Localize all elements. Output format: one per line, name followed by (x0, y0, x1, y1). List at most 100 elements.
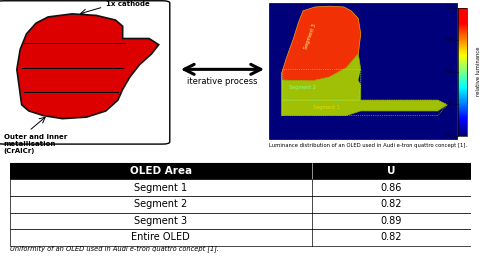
Bar (457, 80, 466, 81)
Bar (457, 45, 466, 46)
Bar (457, 108, 466, 109)
Bar (457, 94, 466, 95)
Bar (457, 62, 466, 63)
Bar (457, 20, 466, 21)
Bar (457, 36, 466, 38)
Text: U: U (386, 166, 395, 176)
Bar (457, 37, 466, 39)
Text: Segment 1: Segment 1 (312, 105, 339, 110)
Bar (457, 129, 466, 130)
Bar (457, 76, 466, 77)
Text: Segment 1: Segment 1 (134, 183, 187, 193)
Bar (457, 52, 466, 54)
Polygon shape (17, 14, 158, 119)
Bar (457, 134, 466, 136)
Text: iterative process: iterative process (187, 77, 257, 86)
Bar (10, 213, 470, 229)
Bar (457, 32, 466, 33)
Bar (457, 64, 466, 65)
Bar (457, 102, 466, 104)
Bar (457, 130, 466, 131)
Bar (457, 74, 466, 75)
Bar (457, 100, 466, 102)
Bar (457, 107, 466, 108)
Bar (10, 163, 470, 179)
Bar (457, 126, 466, 127)
Bar (457, 70, 466, 72)
Bar (457, 50, 466, 51)
Bar (457, 48, 466, 49)
Bar (457, 40, 466, 41)
Bar (457, 8, 466, 9)
Bar (457, 124, 466, 125)
Text: 1.0: 1.0 (445, 6, 451, 10)
Bar (457, 13, 466, 14)
Text: Segment 3: Segment 3 (302, 23, 316, 50)
Bar (457, 65, 466, 66)
Text: 0.8: 0.8 (444, 70, 451, 74)
Bar (457, 106, 466, 107)
Text: Luminance distribution of an OLED used in Audi e-tron quattro concept [1].: Luminance distribution of an OLED used i… (269, 142, 467, 148)
Bar (457, 128, 466, 129)
Bar (457, 131, 466, 132)
Text: OLED Area: OLED Area (129, 166, 191, 176)
Bar (457, 91, 466, 92)
Bar (457, 98, 466, 99)
Bar (457, 75, 466, 76)
Bar (457, 73, 466, 74)
Bar (457, 24, 466, 25)
Bar (457, 19, 466, 20)
Bar (457, 87, 466, 88)
Bar (457, 27, 466, 28)
Bar (457, 115, 466, 117)
Bar (457, 63, 466, 64)
Bar (457, 71, 466, 73)
Bar (457, 69, 466, 71)
Bar (457, 47, 466, 48)
Bar (457, 29, 466, 30)
Bar (457, 11, 466, 12)
Bar (457, 77, 466, 78)
Bar (457, 113, 466, 114)
Bar (457, 21, 466, 23)
Bar (457, 66, 466, 67)
Bar (457, 97, 466, 98)
Bar (457, 68, 466, 69)
FancyBboxPatch shape (0, 1, 169, 144)
Polygon shape (358, 69, 360, 85)
Bar (10, 196, 470, 213)
Bar (457, 104, 466, 105)
Bar (457, 114, 466, 115)
Text: Entire OLED: Entire OLED (131, 232, 190, 242)
Bar (457, 110, 466, 111)
Bar (457, 119, 466, 121)
Bar (457, 89, 466, 90)
Bar (457, 18, 466, 19)
Bar (457, 118, 466, 120)
Bar (457, 53, 466, 55)
Bar (457, 54, 466, 56)
Bar (457, 31, 466, 32)
Bar (457, 12, 466, 13)
Bar (457, 33, 466, 34)
Text: 0.82: 0.82 (380, 232, 401, 242)
Text: 0.9: 0.9 (444, 38, 451, 42)
Bar (457, 9, 466, 10)
Bar (457, 117, 466, 119)
Polygon shape (281, 54, 446, 116)
Bar (457, 79, 466, 80)
Bar (457, 101, 466, 103)
Text: relative luminance: relative luminance (475, 47, 480, 96)
Bar (457, 44, 466, 45)
Bar (457, 59, 466, 60)
Bar (457, 96, 466, 97)
Bar (457, 133, 466, 134)
Bar (457, 82, 466, 83)
Text: 0.6: 0.6 (444, 134, 451, 138)
Bar (457, 105, 466, 106)
Bar (457, 15, 466, 16)
Bar (457, 99, 466, 100)
Text: Segment 2: Segment 2 (133, 199, 187, 209)
Bar (457, 51, 466, 53)
Bar (457, 123, 466, 124)
